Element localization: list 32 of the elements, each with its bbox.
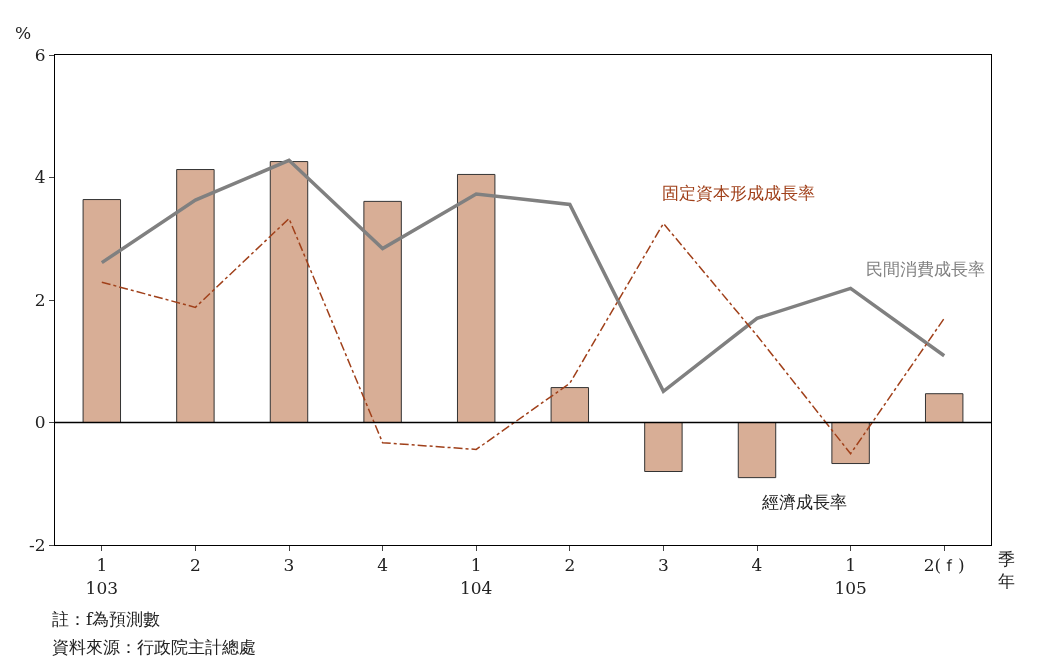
bar <box>924 393 964 423</box>
x-tick-label: 3 <box>657 555 669 576</box>
y-tick-label: 0 <box>34 412 46 433</box>
bar <box>550 387 590 423</box>
y-tick-label: 4 <box>34 167 46 188</box>
x-tick-label: 2 <box>189 555 201 576</box>
bar <box>269 161 309 423</box>
y-tick-label: 6 <box>34 44 46 65</box>
y-tick-label: -2 <box>29 534 46 555</box>
x-tick-label: 2 <box>564 555 576 576</box>
bar <box>456 173 496 423</box>
x-tick-label: 4 <box>377 555 389 576</box>
series-label: 經濟成長率 <box>761 492 847 512</box>
bar <box>176 169 215 423</box>
x-axis-title: 季年 <box>998 549 1015 592</box>
series-label: 固定資本形成成長率 <box>662 183 815 203</box>
source-note: 資料來源：行政院主計總處 <box>52 637 256 657</box>
bar <box>363 200 402 423</box>
series-label: 民間消費成長率 <box>866 259 985 279</box>
bar <box>82 199 122 423</box>
x-tick-label: 4 <box>751 555 763 576</box>
x-tick-label: 3 <box>283 555 295 576</box>
bar <box>737 422 777 479</box>
bar <box>831 422 870 465</box>
x-tick-label: 1 104 <box>459 555 493 598</box>
text: 註：f為預測數 <box>52 609 161 629</box>
x-tick-label: 2(ｆ) <box>923 555 965 576</box>
x-tick-label: 1 105 <box>834 555 867 598</box>
bar <box>644 422 683 472</box>
x-tick-label: 1 103 <box>85 555 119 598</box>
y-axis-title: % <box>15 23 32 43</box>
y-tick-label: 2 <box>34 289 46 310</box>
